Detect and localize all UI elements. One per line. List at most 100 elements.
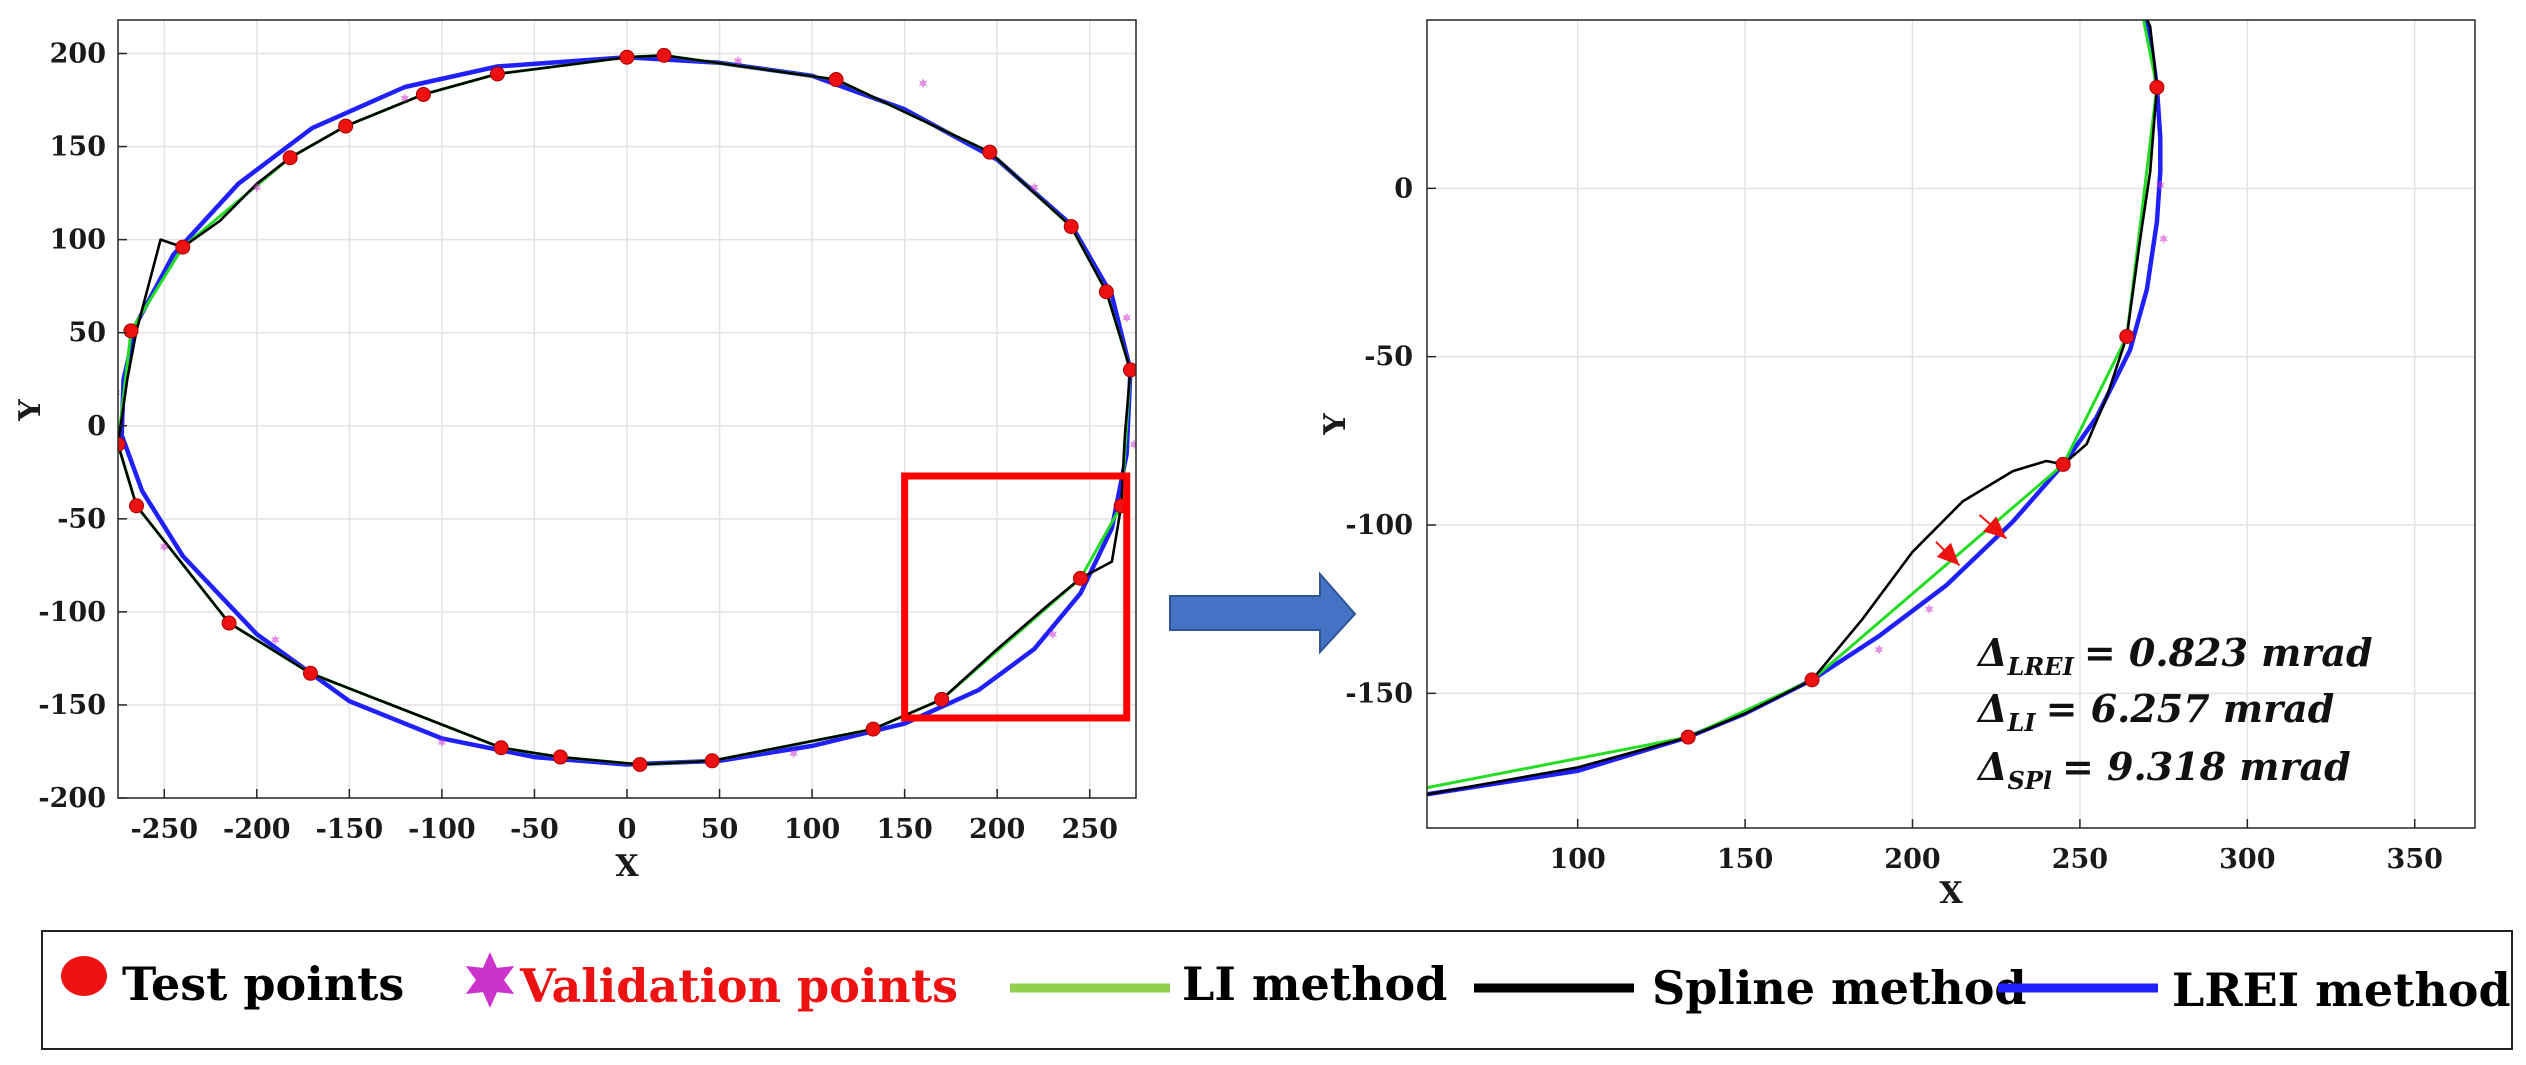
x-tick-label: -50: [510, 814, 559, 845]
test-point: [1122, 362, 1136, 378]
test-point: [2149, 79, 2165, 95]
y-axis-label: Y: [1318, 413, 1353, 436]
test-point: [828, 72, 844, 88]
legend-label: Validation points: [519, 959, 958, 1013]
annotation-symbol: Δ: [1976, 744, 2007, 789]
series-line-spline-method: [118, 54, 1132, 766]
test-point: [2119, 328, 2135, 344]
y-axis-label: Y: [13, 399, 48, 422]
validation-point: [2155, 180, 2165, 190]
annotation-subscript: LREI: [2006, 652, 2074, 681]
y-tick-label: -150: [38, 690, 106, 721]
legend-marker-circle: [61, 956, 107, 996]
x-axis-label: X: [1939, 876, 1963, 911]
annotation-value: = 9.318 mrad: [2062, 744, 2351, 789]
y-tick-label: 0: [1394, 173, 1413, 204]
y-tick-label: 100: [50, 225, 106, 256]
test-point: [175, 239, 191, 255]
validation-point: [789, 748, 798, 759]
validation-point: [733, 55, 743, 66]
series-line-spline-method: [1427, 20, 2159, 796]
plot-content: [1427, 20, 2168, 797]
test-point: [415, 86, 431, 102]
validation-point: [918, 78, 928, 89]
x-tick-label: -200: [223, 814, 291, 845]
zoomed-region-plot: 100 150 200 250 300 350 -150 -100 -50 0 X Y: [1318, 19, 2476, 911]
annotation-subscript: SPl: [2007, 766, 2052, 795]
test-point: [632, 756, 648, 772]
y-tick-label: 50: [68, 318, 106, 349]
test-point: [656, 47, 672, 63]
x-tick-label: 150: [876, 814, 932, 845]
x-tick-label: 200: [969, 814, 1025, 845]
full-contour-plot: -250 -200 -150 -100 -50 0 50 100 150 200 250 -200 -1…: [13, 19, 1137, 884]
test-point: [865, 721, 881, 737]
test-point: [118, 436, 126, 452]
zoom-arrow-icon: [1169, 571, 1357, 655]
error-arrow-head: [1983, 516, 2007, 539]
x-tick-label: -150: [316, 814, 384, 845]
axes-frame: [1426, 19, 2476, 829]
y-tick-label: -100: [38, 597, 106, 628]
y-tick-label: -200: [38, 783, 106, 814]
test-point: [489, 66, 505, 82]
y-tick-label: 150: [50, 132, 106, 163]
legend-label: Test points: [122, 957, 404, 1011]
test-point: [619, 49, 635, 65]
validation-point: [2159, 233, 2168, 244]
x-tick-label: 250: [1062, 814, 1118, 845]
x-tick-label: 50: [701, 814, 739, 845]
annotation-symbol: Δ: [1976, 630, 2007, 675]
validation-point: [1129, 439, 1136, 450]
legend-label: Spline method: [1652, 961, 2027, 1015]
test-point: [302, 665, 318, 681]
test-point: [2055, 456, 2071, 472]
test-point: [704, 753, 720, 769]
validation-point: [1924, 604, 1934, 615]
x-tick-label: 100: [784, 814, 840, 845]
annotation-symbol: Δ: [1976, 686, 2007, 731]
test-point: [221, 615, 237, 631]
validation-point: [1029, 182, 1039, 193]
legend: Test points Validation points LI method Spl…: [41, 930, 2513, 1050]
x-tick-label: 200: [1884, 844, 1940, 875]
validation-point: [159, 541, 169, 552]
y-tick-label: -50: [57, 504, 106, 535]
validation-point: [1048, 629, 1057, 640]
x-tick-label: 350: [2387, 844, 2443, 875]
y-tick-label: 0: [87, 411, 106, 442]
legend-label: LREI method: [2172, 963, 2511, 1017]
test-point: [934, 691, 950, 707]
x-tick-label: 250: [2052, 844, 2108, 875]
validation-point: [400, 93, 410, 104]
test-point: [982, 144, 998, 160]
validation-point: [271, 634, 280, 645]
validation-point: [437, 737, 447, 748]
annotation-value: = 0.823 mrad: [2084, 630, 2373, 675]
error-annotation: ΔLI = 6.257 mrad: [1976, 686, 2334, 737]
test-point: [282, 150, 298, 166]
zoom-arrow-shape: [1169, 571, 1357, 655]
error-annotation: ΔLREI = 0.823 mrad: [1976, 630, 2373, 681]
annotation-subscript: LI: [2006, 708, 2036, 737]
y-tick-label: -100: [1345, 510, 1413, 541]
test-point: [1680, 729, 1696, 745]
test-point: [1804, 672, 1820, 688]
annotation-value: = 6.257 mrad: [2046, 686, 2335, 731]
x-tick-label: -250: [130, 814, 198, 845]
test-point: [1098, 284, 1114, 300]
test-point: [1072, 570, 1088, 586]
test-point: [1063, 219, 1079, 235]
error-annotation: ΔSPl = 9.318 mrad: [1976, 744, 2351, 795]
error-arrow-head: [1936, 542, 1960, 566]
test-point: [123, 323, 139, 339]
x-tick-label: 300: [2219, 844, 2275, 875]
test-point: [493, 740, 509, 756]
x-tick-label: 150: [1717, 844, 1773, 875]
validation-point: [1874, 644, 1884, 655]
y-tick-label: -150: [1345, 678, 1413, 709]
y-tick-label: -50: [1364, 342, 1413, 373]
x-tick-label: -100: [408, 814, 476, 845]
